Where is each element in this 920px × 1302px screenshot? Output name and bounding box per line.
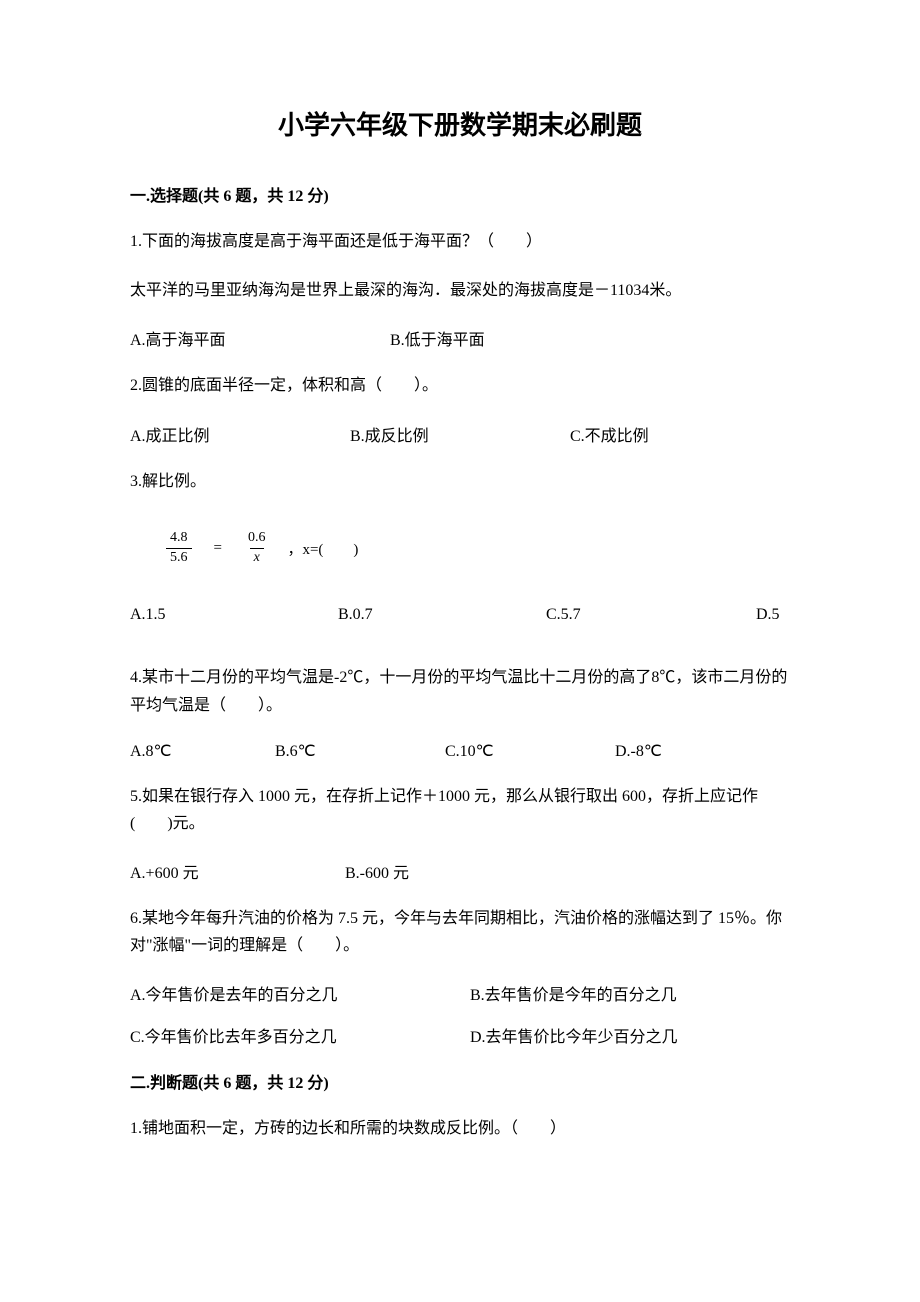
q3-text: 3.解比例。 (130, 468, 790, 495)
q6-text: 6.某地今年每升汽油的价格为 7.5 元，今年与去年同期相比，汽油价格的涨幅达到… (130, 905, 790, 959)
q4-options: A.8℃ B.6℃ C.10℃ D.-8℃ (130, 741, 790, 761)
q1-context: 太平洋的马里亚纳海沟是世界上最深的海沟．最深处的海拔高度是－11034米。 (130, 277, 790, 304)
q3-fraction-2: 0.6 x (244, 530, 270, 567)
q1-text: 1.下面的海拔高度是高于海平面还是低于海平面？（ ） (130, 228, 790, 255)
q5-opt-a: A.+600 元 (130, 859, 345, 883)
q6-opt-a: A.今年售价是去年的百分之几 (130, 981, 470, 1005)
q3-frac2-num: 0.6 (244, 530, 270, 548)
q3-opt-d: D.5 (756, 606, 780, 624)
section-2-header: 二.判断题(共 6 题，共 12 分) (130, 1069, 790, 1093)
q2-opt-a: A.成正比例 (130, 422, 350, 446)
q3-fraction-1: 4.8 5.6 (166, 530, 192, 567)
q3-frac1-num: 4.8 (166, 530, 192, 548)
equals-sign: = (214, 540, 222, 557)
q5-opt-b: B.-600 元 (345, 859, 409, 883)
q3-options: A.1.5 B.0.7 C.5.7 D.5 (130, 606, 790, 624)
s2-q1-text: 1.铺地面积一定，方砖的边长和所需的块数成反比例。（ ） (130, 1115, 790, 1142)
page-title: 小学六年级下册数学期末必刷题 (130, 105, 790, 142)
q3-opt-b: B.0.7 (338, 606, 546, 624)
q5-text: 5.如果在银行存入 1000 元，在存折上记作＋1000 元，那么从银行取出 6… (130, 783, 790, 837)
q1-opt-b: B.低于海平面 (390, 326, 485, 350)
q4-opt-c: C.10℃ (445, 741, 615, 761)
q3-frac1-den: 5.6 (166, 548, 192, 567)
q4-text: 4.某市十二月份的平均气温是-2℃，十一月份的平均气温比十二月份的高了8℃，该市… (130, 664, 790, 718)
q6-opt-b: B.去年售价是今年的百分之几 (470, 981, 677, 1005)
q6-opt-c: C.今年售价比去年多百分之几 (130, 1023, 470, 1047)
q3-result: ，x=( ) (287, 538, 358, 559)
q2-opt-b: B.成反比例 (350, 422, 570, 446)
q1-options: A.高于海平面 B.低于海平面 (130, 326, 790, 350)
q4-opt-d: D.-8℃ (615, 741, 662, 761)
q2-opt-c: C.不成比例 (570, 422, 790, 446)
q3-frac2-den: x (250, 548, 264, 567)
q4-opt-b: B.6℃ (275, 741, 445, 761)
q3-opt-a: A.1.5 (130, 606, 338, 624)
q2-text: 2.圆锥的底面半径一定，体积和高（ ）。 (130, 372, 790, 399)
q5-options: A.+600 元 B.-600 元 (130, 859, 790, 883)
q6-options: A.今年售价是去年的百分之几 B.去年售价是今年的百分之几 C.今年售价比去年多… (130, 981, 790, 1047)
q4-opt-a: A.8℃ (130, 741, 275, 761)
q3-opt-c: C.5.7 (546, 606, 756, 624)
section-1-header: 一.选择题(共 6 题，共 12 分) (130, 182, 790, 206)
q1-opt-a: A.高于海平面 (130, 326, 390, 350)
q6-opt-d: D.去年售价比今年少百分之几 (470, 1023, 678, 1047)
q2-options: A.成正比例 B.成反比例 C.不成比例 (130, 422, 790, 446)
q3-equation: 4.8 5.6 = 0.6 x ，x=( ) (166, 530, 790, 567)
